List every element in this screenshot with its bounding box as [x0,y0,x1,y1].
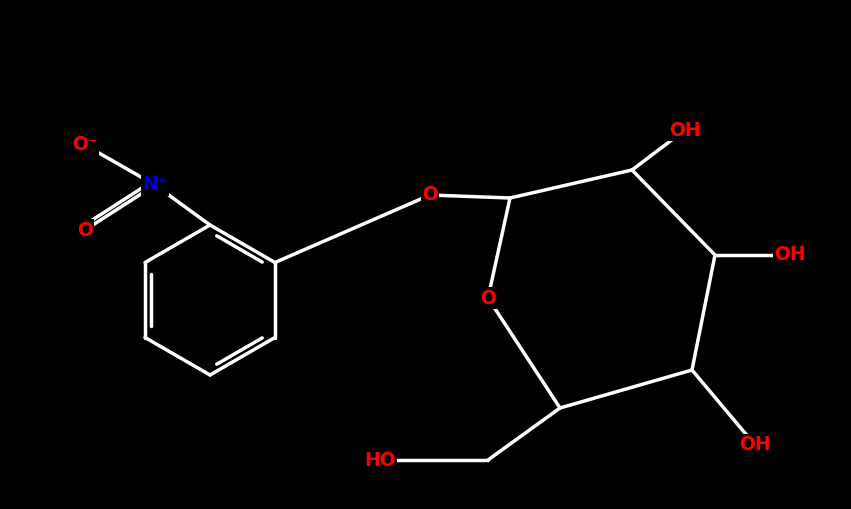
Text: OH: OH [774,245,806,265]
Text: N⁺: N⁺ [142,176,168,194]
Text: O⁻: O⁻ [72,135,98,155]
Text: OH: OH [669,121,701,139]
Text: HO: HO [364,450,396,469]
Text: O: O [422,185,438,205]
Text: OH: OH [740,436,771,455]
Text: O: O [480,289,496,307]
Text: O: O [77,220,93,240]
